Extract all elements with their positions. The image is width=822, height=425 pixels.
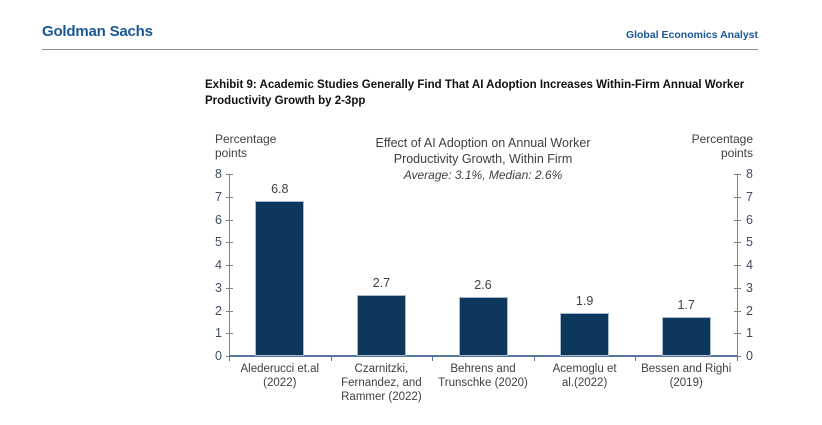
bar: [661, 317, 711, 356]
y-tick-label-right: 2: [746, 303, 753, 318]
bar-value-label: 1.7: [677, 298, 695, 313]
y-tick-label-right: 3: [746, 280, 753, 295]
y-tick-label-left: 8: [215, 167, 222, 181]
y-tick-label-left: 0: [215, 349, 222, 363]
bar-value-label: 6.8: [271, 182, 289, 197]
x-tick-mark: [533, 357, 535, 361]
exhibit-title: Exhibit 9: Academic Studies Generally Fi…: [205, 77, 765, 109]
y-tick-label-right: 6: [746, 212, 753, 227]
y-tick-mark-left: [226, 333, 233, 335]
x-tick-mark: [737, 357, 738, 361]
y-tick-mark-left: [226, 196, 233, 198]
y-tick-mark-right: [734, 333, 741, 335]
y-tick-label-left: 2: [215, 303, 222, 318]
y-tick-label-left: 1: [215, 326, 222, 341]
category-label: Behrens and Trunschke (2020): [438, 363, 528, 389]
y-tick-label-left: 6: [215, 212, 222, 227]
y-tick-mark-left: [226, 219, 233, 221]
x-axis: [229, 355, 737, 357]
bar: [560, 312, 610, 356]
bar-value-label: 2.6: [474, 277, 492, 292]
y-tick-label-left: 3: [215, 280, 222, 295]
y-tick-label-right: 0: [746, 349, 753, 363]
chart-title-line2: Productivity Growth, Within Firm: [393, 152, 573, 166]
category-label: Bessen and Righi (2019): [641, 363, 732, 389]
y-tick-mark-right: [734, 265, 741, 266]
y-tick-mark-left: [226, 287, 233, 289]
x-tick-mark: [432, 357, 434, 361]
bar: [458, 296, 508, 356]
y-tick-mark-left: [226, 242, 233, 244]
exhibit-title-line1: Exhibit 9: Academic Studies Generally Fi…: [205, 79, 745, 91]
y-tick-label-left: 4: [215, 258, 222, 272]
y-tick-mark-right: [734, 174, 741, 175]
y-tick-mark-left: [226, 310, 233, 312]
bar: [255, 201, 305, 356]
y-tick-label-right: 4: [746, 258, 753, 272]
y-tick-mark-right: [734, 196, 741, 198]
category-label: Acemoglu et al.(2022): [552, 363, 617, 389]
y-tick-label-left: 5: [215, 235, 222, 250]
y-tick-label-right: 1: [746, 326, 753, 341]
category-label: Alederucci et.al (2022): [240, 363, 320, 389]
bar-value-label: 2.7: [372, 275, 391, 290]
y-tick-label-right: 7: [746, 189, 753, 204]
report-title: Global Economics Analyst: [625, 29, 758, 41]
y-tick-label-left: 7: [215, 189, 222, 204]
y-tick-mark-right: [734, 242, 741, 244]
x-tick-mark: [229, 357, 230, 361]
chart-subtitle: Average: 3.1%, Median: 2.6%: [403, 168, 563, 182]
bar-value-label: 1.9: [575, 293, 594, 308]
y-tick-mark-left: [226, 174, 233, 175]
left-axis-unit-label: Percentage points: [215, 132, 277, 160]
goldman-sachs-logo: Goldman Sachs: [42, 23, 153, 40]
category-label: Czarnitzki, Fernandez, and Rammer (2022): [341, 363, 422, 403]
y-tick-mark-left: [226, 265, 233, 266]
y-tick-mark-right: [734, 219, 741, 221]
chart-title: Effect of AI Adoption on Annual Worker P…: [283, 135, 683, 183]
y-tick-label-right: 5: [746, 235, 753, 250]
y-tick-mark-right: [734, 310, 741, 312]
y-tick-label-right: 8: [746, 167, 753, 181]
exhibit-title-line2: Productivity Growth by 2-3pp: [205, 95, 366, 107]
x-tick-mark: [330, 357, 332, 361]
y-tick-mark-right: [734, 287, 741, 289]
y-tick-mark-right: [734, 356, 741, 357]
x-tick-mark: [635, 357, 637, 361]
header-divider: [42, 49, 758, 50]
bar: [356, 294, 406, 356]
chart-title-line1: Effect of AI Adoption on Annual Worker: [375, 136, 591, 150]
right-axis-unit-label: Percentage points: [691, 132, 753, 160]
